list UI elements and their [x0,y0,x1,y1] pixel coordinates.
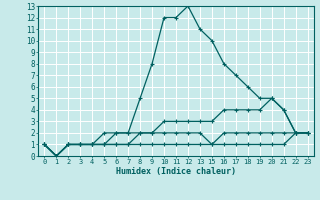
X-axis label: Humidex (Indice chaleur): Humidex (Indice chaleur) [116,167,236,176]
